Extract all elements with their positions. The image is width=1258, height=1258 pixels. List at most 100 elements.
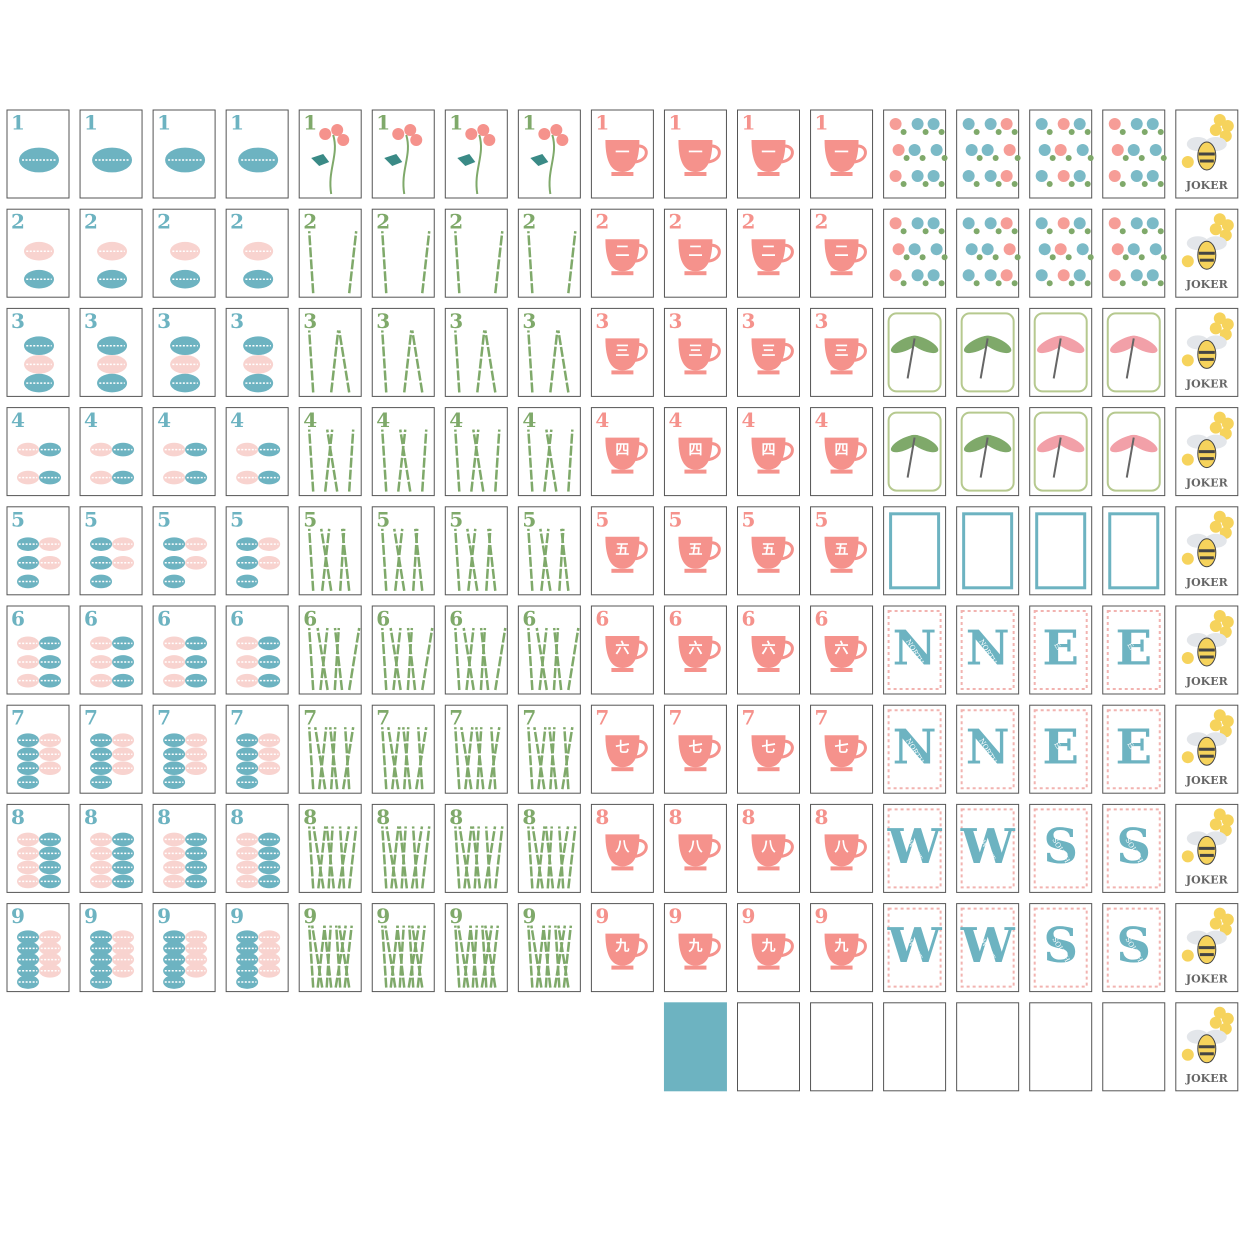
bamboo-stalk: [464, 727, 474, 790]
macaron: [185, 941, 208, 956]
tile: 5: [371, 506, 435, 596]
tile: 5: [152, 506, 216, 596]
tile: 4: [79, 407, 143, 497]
flower: [1035, 269, 1048, 282]
tile: JOKER: [1175, 903, 1239, 993]
teacup: [824, 140, 859, 172]
teacup-handle: [854, 838, 867, 858]
bamboo-stalk: [539, 528, 552, 591]
macaron: [258, 874, 281, 889]
teacup-handle: [781, 144, 794, 164]
tile: [810, 1002, 874, 1092]
bamboo-stalk: [560, 528, 570, 591]
bamboo-stalk: [479, 627, 490, 691]
dragonfly-body: [1125, 338, 1135, 379]
tile: [1102, 208, 1167, 298]
bamboo-stalk: [407, 925, 420, 988]
macaron: [163, 537, 186, 551]
tile-rank: 4: [742, 408, 756, 432]
teacup-character: 六: [762, 640, 776, 657]
flower: [1146, 170, 1159, 182]
macaron: [170, 373, 201, 393]
teacup: [678, 338, 713, 371]
tile-rank: 6: [815, 607, 829, 631]
teacup-character: 二: [688, 244, 702, 260]
tile: 5: [79, 506, 143, 596]
teacup-handle: [635, 739, 648, 759]
honeycomb: [1221, 715, 1234, 728]
macaron: [236, 975, 259, 989]
bee-body: [1197, 339, 1217, 369]
teacup-character: 二: [615, 244, 629, 260]
tile: [883, 1002, 947, 1092]
wind-letter: N: [966, 720, 1010, 776]
bamboo-stalk: [385, 826, 398, 889]
flower: [984, 269, 997, 282]
macaron: [258, 555, 281, 570]
dragonfly-body: [906, 338, 916, 379]
flower: [1057, 269, 1070, 282]
teacup: [824, 437, 859, 470]
bamboo-stalk: [390, 826, 400, 889]
flower: [319, 128, 332, 140]
bamboo-stalk: [483, 826, 497, 889]
tile-rank: 6: [303, 607, 317, 631]
macaron: [163, 574, 186, 589]
teacup-character: 六: [835, 640, 849, 657]
flower-leaf: [1068, 228, 1075, 235]
bamboo-stalk: [471, 826, 482, 889]
bamboo-stalk: [313, 727, 327, 790]
flower: [962, 217, 975, 230]
tile: 3三: [663, 307, 727, 397]
bamboo-stalk: [487, 528, 497, 591]
teacup-character: 七: [835, 740, 849, 756]
joker-label: JOKER: [1185, 1072, 1229, 1085]
tile: 7: [79, 704, 143, 794]
tile-face: [1029, 704, 1093, 794]
flower-leaf: [995, 181, 1002, 187]
tile: 8: [6, 803, 70, 893]
bamboo-stalk: [484, 330, 497, 393]
honeycomb: [1209, 620, 1222, 632]
bamboo-stalk: [312, 826, 325, 889]
teacup-handle: [635, 144, 648, 164]
teacup-handle: [635, 640, 648, 660]
macaron: [112, 673, 135, 688]
teacup-character: 四: [688, 443, 702, 459]
flower-stem: [475, 134, 483, 195]
tile: 6: [371, 605, 435, 695]
teacup-character: 九: [834, 939, 849, 955]
bamboo-stalk: [338, 826, 346, 889]
teacup-saucer: [611, 370, 634, 375]
tile: 8八: [737, 803, 800, 893]
bamboo-stalk: [347, 429, 355, 492]
tile-face: [956, 1002, 1020, 1092]
tile-face: [225, 704, 289, 794]
teacup: [605, 834, 640, 867]
tile-rank: 3: [522, 309, 536, 333]
bamboo-stalk: [316, 627, 329, 691]
flower: [1035, 217, 1048, 230]
macaron: [258, 747, 281, 762]
flower: [927, 217, 940, 230]
flower: [1000, 118, 1013, 130]
flower: [927, 269, 940, 282]
flower: [1146, 269, 1159, 282]
flower: [984, 217, 997, 230]
flower-leaf: [941, 155, 948, 161]
joker-label: JOKER: [1185, 278, 1229, 291]
flower: [1000, 269, 1013, 282]
flower-leaf: [903, 155, 910, 161]
teacup-saucer: [757, 866, 780, 871]
macaron: [39, 470, 61, 485]
flower: [984, 170, 997, 182]
tile-rank: 6: [84, 607, 98, 631]
teacup-character: 八: [687, 839, 703, 855]
macaron: [17, 941, 39, 956]
bamboo-stalk: [381, 627, 388, 691]
tile: 4四: [590, 407, 654, 497]
flower-leaf: [1087, 254, 1094, 261]
macaron: [17, 537, 39, 551]
